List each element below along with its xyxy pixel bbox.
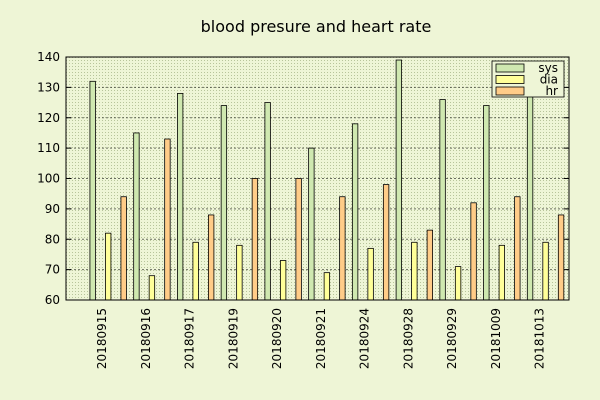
- x-tick-label: 20180915: [95, 308, 109, 369]
- bar-dia: [323, 272, 331, 301]
- bar-hr: [164, 138, 171, 301]
- bar-hr: [208, 214, 215, 301]
- bar-dia: [105, 232, 112, 301]
- legend-swatch-hr: [495, 86, 525, 96]
- bar-hr: [470, 202, 477, 301]
- bar-dia: [454, 266, 462, 301]
- y-tick-label: 130: [37, 80, 60, 94]
- legend-label-hr: hr: [545, 84, 558, 98]
- bar-hr: [382, 184, 390, 301]
- bar-dia: [542, 241, 549, 301]
- bar-hr: [557, 214, 565, 301]
- x-tick-label: 20181013: [533, 308, 547, 369]
- bar-dia: [498, 244, 505, 301]
- bar-dia: [411, 241, 418, 301]
- bar-sys: [526, 93, 534, 301]
- bar-sys: [89, 80, 96, 301]
- x-tick-label: 20180919: [226, 308, 240, 369]
- x-tick-label: 20180924: [358, 308, 372, 369]
- y-tick-label: 70: [45, 263, 60, 277]
- bar-hr: [514, 196, 521, 301]
- bar-dia: [367, 247, 374, 301]
- bar-dia: [279, 260, 287, 301]
- x-tick-label: 20180917: [183, 308, 197, 369]
- y-tick-label: 80: [45, 232, 60, 246]
- legend-label-dia: dia: [540, 73, 558, 87]
- legend-label-sys: sys: [538, 61, 558, 75]
- y-tick-label: 100: [37, 172, 60, 186]
- bar-sys: [177, 93, 184, 301]
- bar-sys: [264, 102, 271, 301]
- bar-hr: [120, 196, 127, 301]
- bar-hr: [426, 229, 434, 301]
- legend-swatch-sys: [495, 63, 525, 73]
- bar-sys: [439, 99, 446, 301]
- y-tick-label: 140: [37, 50, 60, 64]
- bar-sys: [395, 59, 403, 301]
- x-tick-label: 20180920: [270, 308, 284, 369]
- bar-dia: [236, 244, 243, 301]
- bar-hr: [295, 178, 302, 301]
- y-tick-label: 110: [37, 141, 60, 155]
- bar-hr: [339, 196, 346, 301]
- chart-title: blood presure and heart rate: [201, 17, 432, 36]
- bar-dia: [192, 241, 199, 301]
- y-tick-label: 120: [37, 111, 60, 125]
- x-tick-label: 20181009: [489, 308, 503, 369]
- x-tick-label: 20180921: [314, 308, 328, 369]
- bar-dia: [148, 275, 156, 301]
- x-tick-label: 20180928: [401, 308, 415, 369]
- y-tick-label: 60: [45, 293, 60, 307]
- x-tick-label: 20180916: [139, 308, 153, 369]
- bar-sys: [308, 147, 315, 301]
- bar-sys: [483, 105, 490, 301]
- x-tick-label: 20180929: [445, 308, 459, 369]
- bar-sys: [133, 132, 140, 301]
- bar-sys: [351, 123, 359, 301]
- bar-hr: [251, 178, 259, 301]
- y-tick-label: 90: [45, 202, 60, 216]
- plot-area: 60 70 80 90 100 110 120 130 140 20180915 20180916 2…: [37, 50, 570, 369]
- bar-sys: [220, 105, 228, 301]
- plot-frame: [65, 56, 570, 301]
- legend-swatch-dia: [495, 75, 525, 84]
